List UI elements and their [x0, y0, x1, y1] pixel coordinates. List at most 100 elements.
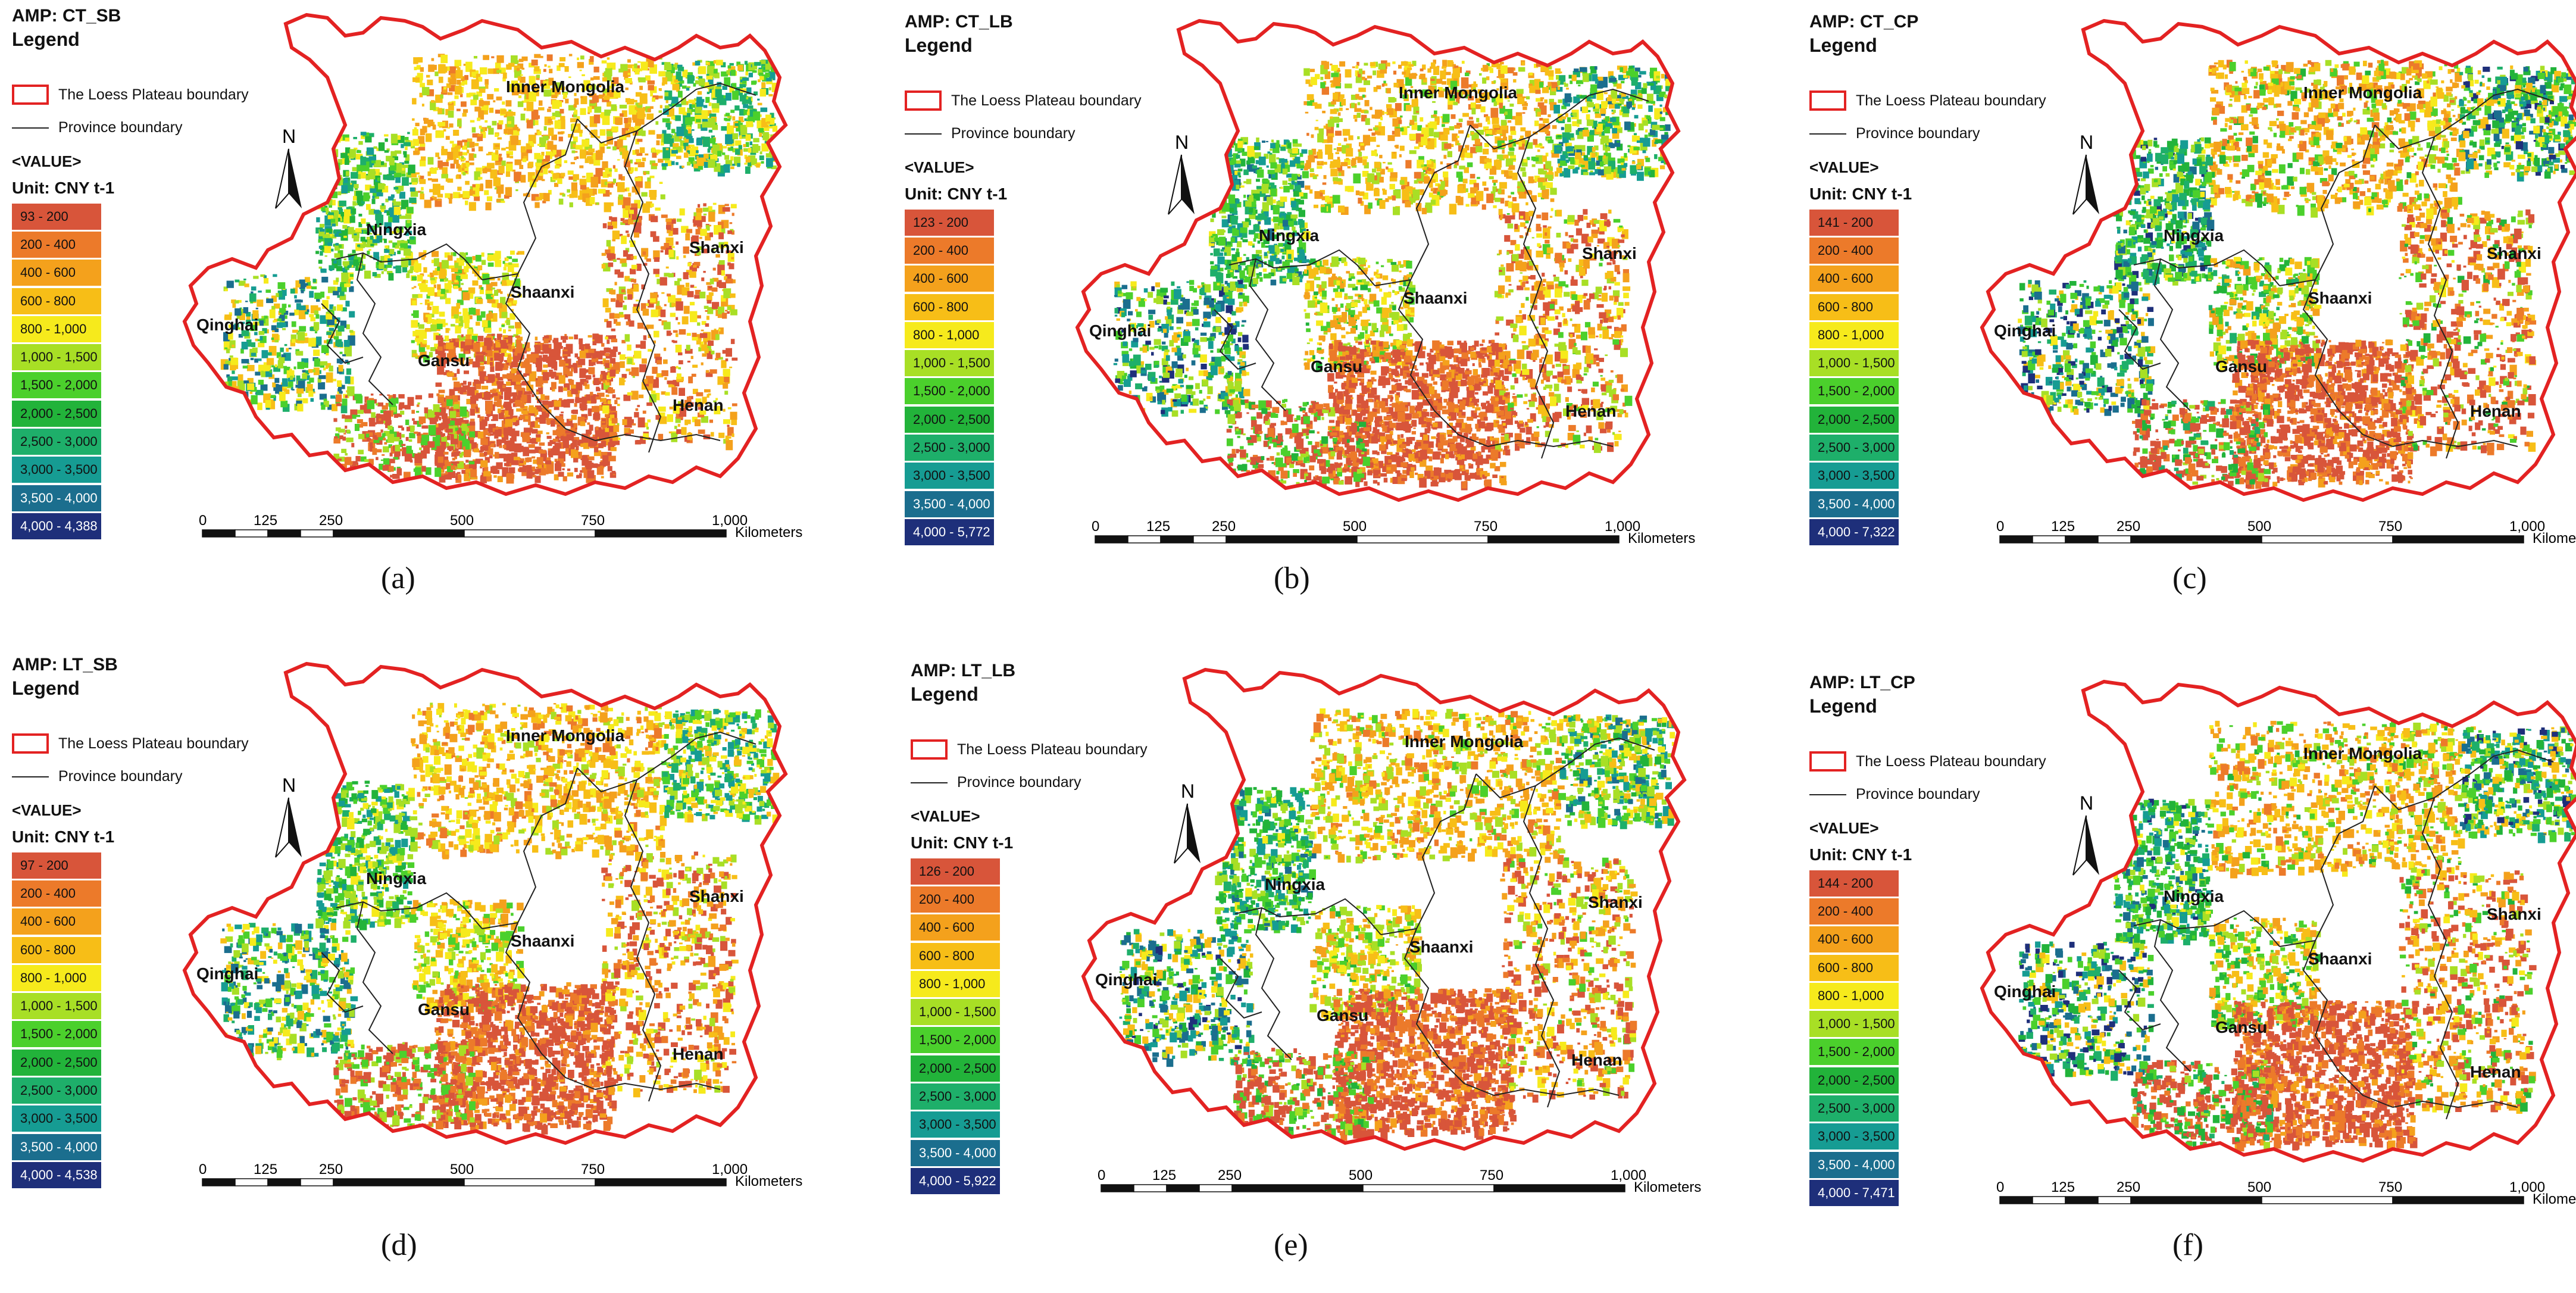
class-swatch: 2,000 - 2,500 — [1809, 406, 1899, 433]
province-label: Inner Mongolia — [1405, 732, 1524, 751]
scale-tick-label: 500 — [2247, 1179, 2271, 1195]
line-swatch — [911, 782, 948, 783]
province-label: Shaanxi — [2308, 950, 2372, 968]
class-legend-item: 600 - 800 — [12, 287, 101, 315]
scale-tick-label: 250 — [1218, 1167, 1242, 1183]
north-arrow-icon: N — [2072, 132, 2099, 215]
class-swatch: 200 - 400 — [1809, 237, 1899, 264]
province-label: Ningxia — [2164, 887, 2224, 905]
class-swatch: 3,500 - 4,000 — [1809, 491, 1899, 517]
class-legend-item: 800 - 1,000 — [905, 321, 994, 349]
class-swatch: 3,000 - 3,500 — [905, 463, 994, 489]
scale-tick-label: 500 — [1349, 1167, 1373, 1183]
scale-tick-label: 125 — [254, 1161, 277, 1178]
scale-tick-label: 750 — [2378, 519, 2402, 535]
value-header: <VALUE> — [1809, 819, 1879, 838]
panel-title: AMP: LT_LB — [911, 661, 1015, 681]
unit-header: Unit: CNY t-1 — [1809, 185, 1912, 204]
class-legend-item: 2,000 - 2,500 — [12, 399, 101, 427]
province-boundary-line — [2153, 919, 2191, 1072]
class-legend-item: 600 - 800 — [905, 293, 994, 321]
class-swatch: 600 - 800 — [905, 293, 994, 320]
class-legend-item: 1,000 - 1,500 — [12, 343, 101, 371]
province-boundary-line — [2374, 88, 2554, 150]
class-swatch: 1,000 - 1,500 — [12, 993, 101, 1020]
class-legend-item: 93 - 200 — [12, 202, 101, 230]
map-canvas: Inner Mongolia Ningxia Shaanxi Shanxi Qingha… — [182, 661, 802, 1189]
panel-title: AMP: CT_SB — [12, 6, 121, 26]
class-label: 400 - 600 — [1818, 932, 1873, 947]
class-legend-item: 126 - 200 — [911, 857, 1000, 885]
legend-label: Province boundary — [1856, 786, 1980, 803]
red-outline-swatch — [905, 90, 942, 111]
class-legend-item: 200 - 400 — [12, 230, 101, 258]
class-label: 3,000 - 3,500 — [1818, 1129, 1895, 1144]
value-header: <VALUE> — [911, 807, 980, 826]
class-legend-item: 4,000 - 5,922 — [911, 1167, 1000, 1195]
class-legend: 144 - 200 200 - 400 400 - 600 600 - 800 800 … — [1809, 869, 1899, 1207]
class-swatch: 4,000 - 5,922 — [911, 1167, 1000, 1194]
class-swatch: 2,500 - 3,000 — [905, 435, 994, 461]
class-label: 400 - 600 — [20, 914, 76, 929]
scale-tick-label: 125 — [1146, 519, 1170, 535]
legend-loess-boundary: The Loess Plateau boundary — [911, 739, 1148, 760]
legend-title: Legend — [905, 35, 973, 57]
class-swatch: 4,000 - 5,772 — [905, 519, 994, 545]
class-swatch: 400 - 600 — [1809, 926, 1899, 953]
province-label: Qinghai — [196, 316, 258, 334]
province-boundary-line — [577, 731, 756, 793]
class-label: 200 - 400 — [20, 886, 76, 901]
class-swatch: 4,000 - 7,322 — [1809, 519, 1899, 545]
class-label: 2,000 - 2,500 — [1818, 1073, 1895, 1088]
class-swatch: 400 - 600 — [12, 260, 101, 286]
class-legend-item: 3,500 - 4,000 — [1809, 490, 1899, 518]
class-legend-item: 600 - 800 — [911, 942, 1000, 970]
class-label: 123 - 200 — [913, 215, 968, 230]
unit-header: Unit: CNY t-1 — [911, 833, 1013, 852]
class-label: 4,000 - 7,322 — [1818, 524, 1895, 540]
class-label: 400 - 600 — [1818, 271, 1873, 286]
class-label: 3,500 - 4,000 — [1818, 1157, 1895, 1173]
north-arrow-icon: N — [1168, 132, 1195, 215]
class-legend-item: 3,500 - 4,000 — [911, 1139, 1000, 1167]
class-legend-item: 3,500 - 4,000 — [1809, 1151, 1899, 1179]
province-label: Qinghai — [196, 964, 258, 983]
province-label: Gansu — [418, 351, 470, 370]
class-label: 144 - 200 — [1818, 876, 1873, 891]
class-legend-item: 800 - 1,000 — [12, 315, 101, 343]
legend-province-boundary: Province boundary — [12, 119, 182, 136]
legend-label: Province boundary — [58, 119, 182, 136]
class-swatch: 2,500 - 3,000 — [12, 1078, 101, 1104]
class-swatch: 4,000 - 7,471 — [1809, 1179, 1899, 1206]
class-label: 1,500 - 2,000 — [20, 1026, 98, 1042]
province-boundary-line — [1214, 309, 1256, 370]
province-label: Shanxi — [689, 887, 744, 905]
province-label: Qinghai — [1994, 982, 2056, 1001]
unit-header: Unit: CNY t-1 — [12, 827, 114, 847]
class-legend-item: 3,500 - 4,000 — [905, 490, 994, 518]
province-label: Inner Mongolia — [506, 726, 625, 745]
scale-tick-label: 250 — [1212, 519, 1236, 535]
province-label: Inner Mongolia — [2303, 744, 2422, 763]
panel-label: (a) — [381, 561, 415, 596]
class-legend-item: 4,000 - 7,322 — [1809, 518, 1899, 546]
class-swatch: 800 - 1,000 — [12, 964, 101, 991]
class-label: 1,500 - 2,000 — [919, 1032, 996, 1048]
class-swatch: 126 - 200 — [911, 858, 1000, 885]
scale-tick-label: 0 — [199, 1161, 207, 1178]
class-label: 600 - 800 — [1818, 960, 1873, 976]
class-label: 93 - 200 — [20, 209, 68, 224]
north-label: N — [2080, 132, 2093, 153]
class-label: 800 - 1,000 — [1818, 988, 1884, 1004]
map-panel-f: AMP: LT_CP Legend The Loess Plateau bounda… — [1809, 673, 2576, 1268]
raster-cost-cells — [220, 54, 780, 484]
class-legend-item: 1,000 - 1,500 — [12, 992, 101, 1020]
class-legend-item: 3,000 - 3,500 — [905, 462, 994, 490]
class-legend-item: 3,000 - 3,500 — [911, 1111, 1000, 1139]
province-label: Gansu — [2215, 357, 2267, 376]
class-swatch: 1,500 - 2,000 — [12, 372, 101, 399]
class-label: 1,000 - 1,500 — [919, 1004, 996, 1020]
legend-label: Province boundary — [957, 774, 1081, 791]
line-swatch — [905, 133, 942, 135]
legend-label: Province boundary — [951, 125, 1075, 142]
